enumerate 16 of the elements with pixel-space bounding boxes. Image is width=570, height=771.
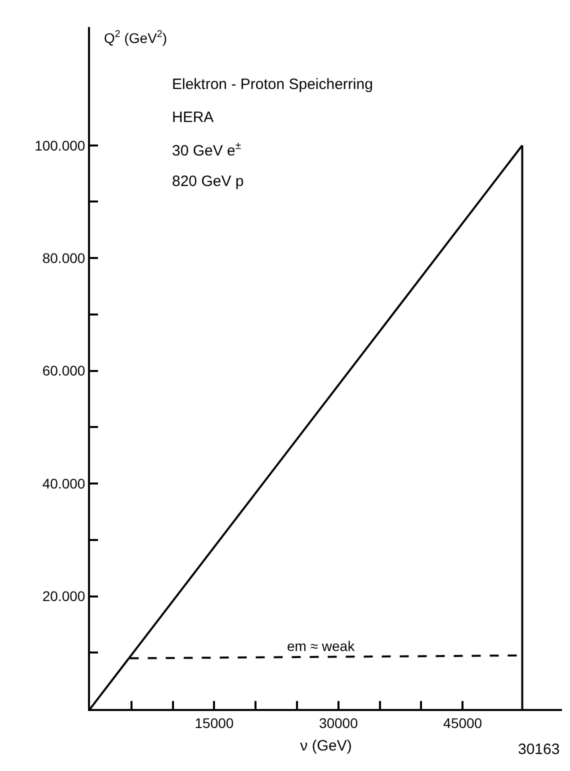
y-tick-label: 20.000	[42, 588, 86, 604]
text: 30163	[518, 741, 560, 758]
annotation: 820 GeV p	[172, 173, 244, 190]
y-axis-title: Q$^{2}$ (GeV$^{2}$)	[104, 29, 168, 46]
x-axis-title: ν (GeV)	[300, 737, 352, 754]
annotation: HERA	[172, 109, 214, 126]
y-tick-label: 60.000	[42, 362, 86, 379]
annotation: 30 GeV e$^{±}$	[172, 140, 242, 160]
annotation: Elektron - Proton Speicherring	[172, 76, 373, 93]
y-tick-label: 100.000	[34, 137, 86, 154]
annotation: em ≈ weak	[287, 638, 356, 654]
y-tick-label: 40.000	[42, 475, 86, 492]
y-tick-label: 80.000	[42, 250, 86, 266]
x-tick-label: 30000	[318, 714, 358, 731]
x-tick-label: 45000	[443, 714, 482, 731]
x-tick-label: 15000	[194, 714, 234, 731]
